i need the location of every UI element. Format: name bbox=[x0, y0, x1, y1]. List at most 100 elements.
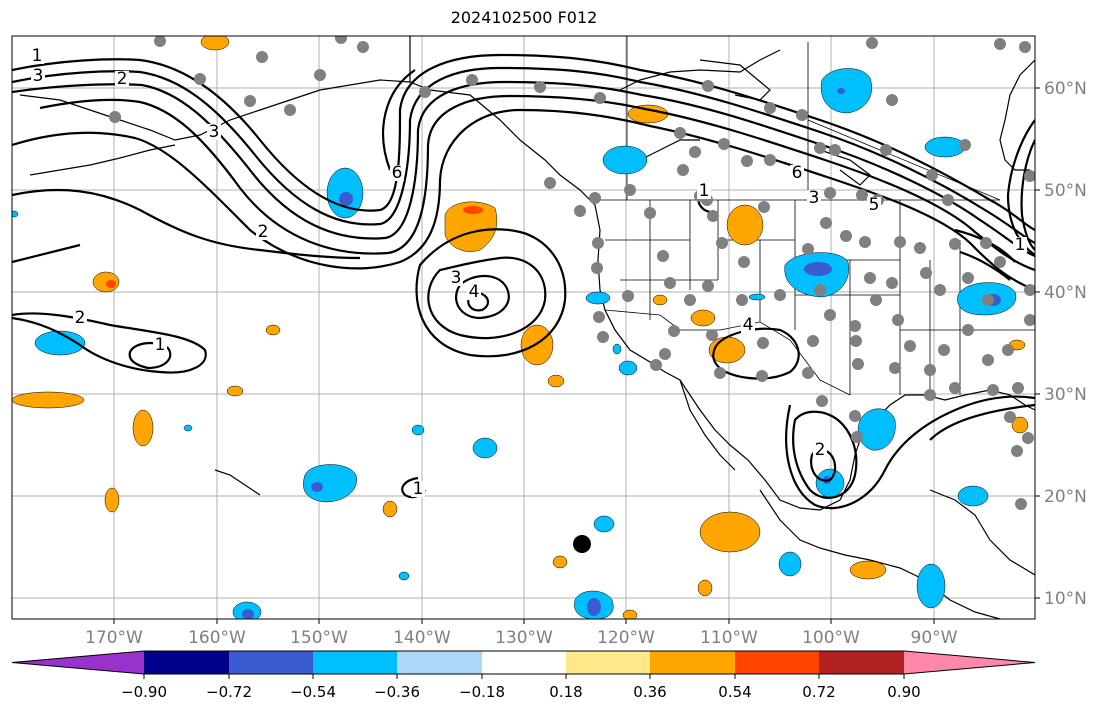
station-dot bbox=[962, 272, 974, 284]
contour-label-bg bbox=[467, 284, 481, 300]
contour-label-bg bbox=[115, 71, 129, 87]
station-dot bbox=[870, 294, 882, 306]
station-dot bbox=[689, 146, 701, 158]
station-dot bbox=[904, 340, 916, 352]
colorbar-swatch bbox=[650, 651, 735, 674]
station-dot bbox=[949, 238, 961, 250]
longitude-labels: 170°W 160°W 150°W 140°W 130°W 120°W 110°W 100°W… bbox=[85, 628, 958, 648]
contour-label: 3 bbox=[209, 122, 220, 142]
colorbar-swatch bbox=[397, 651, 482, 674]
colorbar-tick-labels: −0.90 −0.72 −0.54 −0.36 −0.18 0.18 0.36 0.54 0.7… bbox=[121, 674, 921, 701]
station-dot bbox=[1019, 41, 1031, 53]
station-dot bbox=[820, 217, 832, 229]
station-dot bbox=[934, 284, 946, 296]
contour-label-bg bbox=[1013, 237, 1027, 253]
station-dot bbox=[589, 192, 601, 204]
station-dot bbox=[994, 38, 1006, 50]
station-dot bbox=[357, 41, 369, 53]
station-dot bbox=[644, 207, 656, 219]
station-dot bbox=[650, 359, 662, 371]
station-dot bbox=[314, 69, 326, 81]
contour-label: 6 bbox=[792, 163, 803, 183]
contour-label-bg bbox=[153, 337, 167, 353]
contour-label: 2 bbox=[75, 308, 86, 328]
station-dot bbox=[624, 184, 636, 196]
storm-center-marker bbox=[573, 535, 591, 553]
station-dot bbox=[574, 205, 586, 217]
station-dot bbox=[154, 36, 166, 47]
positive-anomaly-cores bbox=[106, 206, 483, 288]
contour-label: 5 bbox=[869, 195, 880, 215]
longitude-label: 100°W bbox=[802, 628, 860, 648]
colorbar bbox=[11, 650, 1036, 675]
station-dot bbox=[714, 367, 726, 379]
station-dot bbox=[284, 104, 296, 116]
contour-label: 3 bbox=[33, 66, 44, 86]
station-dot bbox=[702, 280, 714, 292]
station-dot bbox=[892, 314, 904, 326]
station-dot bbox=[880, 144, 892, 156]
station-dot bbox=[894, 236, 906, 248]
station-dot bbox=[702, 80, 714, 92]
station-dot bbox=[594, 92, 606, 104]
colorbar-swatch bbox=[735, 651, 819, 674]
station-dot bbox=[920, 267, 932, 279]
station-dot bbox=[851, 431, 863, 443]
station-dot bbox=[756, 370, 768, 382]
station-dot bbox=[987, 384, 999, 396]
station-dot bbox=[889, 362, 901, 374]
contour-label-bg bbox=[867, 197, 881, 213]
station-dot bbox=[866, 37, 878, 49]
station-dot bbox=[1015, 498, 1027, 510]
contour-label: 1 bbox=[155, 335, 166, 355]
station-dot bbox=[816, 395, 828, 407]
station-dot bbox=[802, 243, 814, 255]
station-dot bbox=[758, 201, 770, 213]
station-dot bbox=[824, 309, 836, 321]
contour-label: 4 bbox=[743, 315, 754, 335]
positive-anomaly-fields bbox=[12, 36, 1029, 619]
station-dot bbox=[244, 95, 256, 107]
station-dot bbox=[864, 272, 876, 284]
station-dot bbox=[707, 210, 719, 222]
contour-label: 3 bbox=[451, 268, 462, 288]
contour-label: 1 bbox=[32, 46, 43, 66]
station-dot bbox=[1004, 411, 1016, 423]
colorbar-tick-label: −0.90 bbox=[121, 683, 167, 701]
contour-label-bg bbox=[697, 183, 711, 199]
station-dot bbox=[764, 102, 776, 114]
colorbar-swatch bbox=[313, 651, 397, 674]
contour-label-bg bbox=[256, 224, 270, 240]
station-dot bbox=[994, 256, 1006, 268]
station-dot bbox=[659, 348, 671, 360]
latitude-label: 30°N bbox=[1044, 385, 1087, 405]
latitude-labels: 60°N 50°N 40°N 30°N 20°N 10°N bbox=[1044, 79, 1087, 609]
colorbar-tick-label: −0.36 bbox=[374, 683, 420, 701]
station-dot bbox=[718, 138, 730, 150]
station-dot bbox=[591, 262, 603, 274]
station-dot bbox=[924, 389, 936, 401]
station-dot bbox=[109, 111, 121, 123]
station-dot bbox=[982, 354, 994, 366]
station-dot bbox=[1022, 432, 1034, 444]
colorbar-swatch bbox=[819, 651, 904, 674]
colorbar-extend-min bbox=[12, 651, 144, 674]
axis-ticks bbox=[113, 87, 1040, 624]
map-title: 2024102500 F012 bbox=[450, 8, 598, 27]
station-dot bbox=[544, 177, 556, 189]
station-dot bbox=[814, 142, 826, 154]
station-dot bbox=[807, 335, 819, 347]
station-dot bbox=[840, 230, 852, 242]
contour-label: 1 bbox=[699, 181, 710, 201]
contour-label-bg bbox=[449, 270, 463, 286]
latitude-label: 20°N bbox=[1044, 487, 1087, 507]
latitude-label: 10°N bbox=[1044, 589, 1087, 609]
colorbar-extend-max bbox=[904, 651, 1035, 674]
colorbar-tick-label: 0.54 bbox=[718, 683, 751, 701]
station-dot bbox=[852, 358, 864, 370]
station-dot bbox=[938, 344, 950, 356]
longitude-label: 150°W bbox=[290, 628, 348, 648]
colorbar-tick-label: 0.90 bbox=[887, 683, 920, 701]
station-dot bbox=[850, 335, 862, 347]
